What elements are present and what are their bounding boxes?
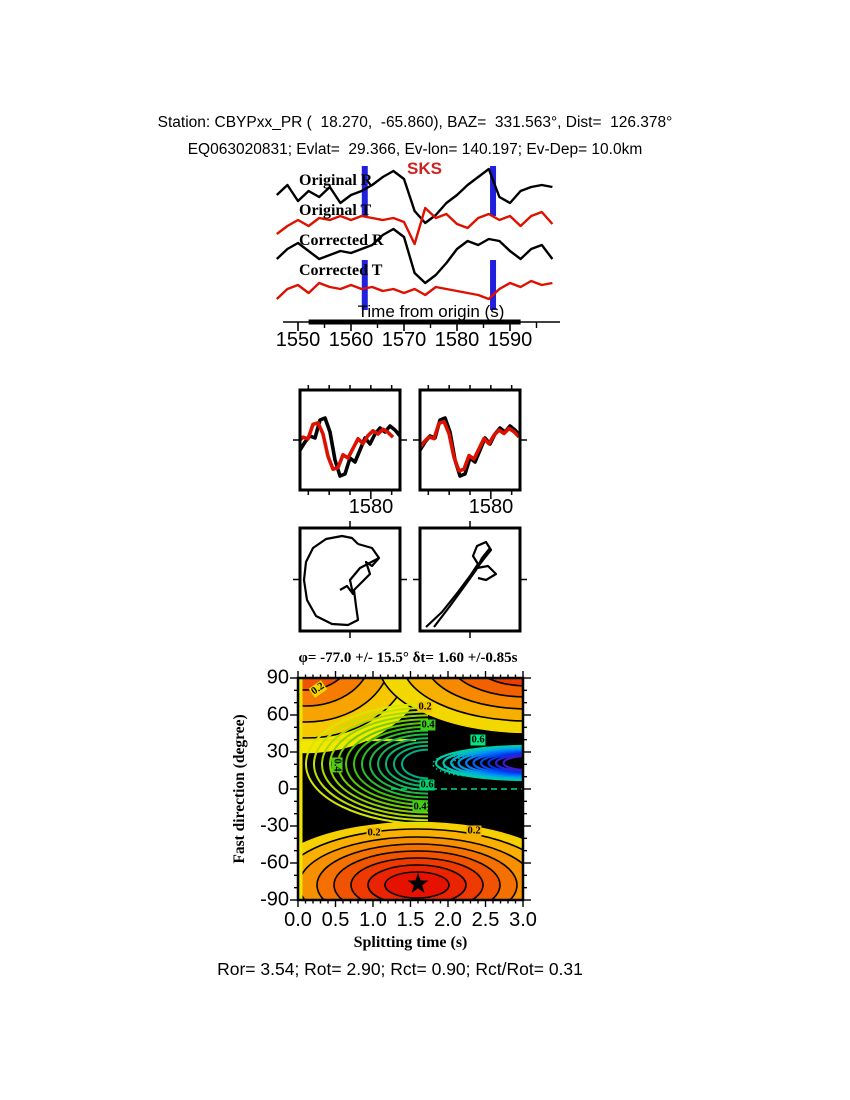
fast-direction-ticklabel: 30 <box>266 740 289 763</box>
window-marker <box>490 166 497 216</box>
contour-level-label: 0.4 <box>412 801 428 813</box>
valley-contour-green <box>329 714 429 814</box>
results-line: Ror= 3.54; Rot= 2.90; Rct= 0.90; Rct/Rot… <box>217 959 583 979</box>
valley-contour-green <box>361 729 429 799</box>
valley-contour-green <box>385 741 429 787</box>
time-ticklabel: 1560 <box>328 329 374 351</box>
valley-contour-blue <box>472 750 523 776</box>
fast-direction-ticklabel: 60 <box>266 703 289 726</box>
best-solution-star <box>407 873 429 893</box>
time-axis-label: Time from origin (s) <box>357 302 505 321</box>
particle-motion-panel-corrected-linear <box>413 521 527 638</box>
event-title: EQ063020831; Evlat= 29.366, Ev-lon= 140.… <box>187 141 643 158</box>
contour-level-label: 0.6 <box>419 779 435 791</box>
trace-corrected-t <box>275 279 553 301</box>
splitting-time-ticklabel: 3.0 <box>509 909 537 931</box>
valley-contour-blue <box>487 752 523 774</box>
valley-contour-green <box>313 706 429 822</box>
fast-direction-axis-label: Fast direction (degree) <box>231 714 248 864</box>
contour-level-label: 0.2 <box>417 701 433 713</box>
time-ticklabel: 1580 <box>434 329 480 351</box>
valley-contour-green <box>345 722 429 806</box>
splitting-time-ticklabel: 1.5 <box>396 909 425 931</box>
contour-level-label: 0.4 <box>420 719 436 731</box>
particle-motion-panel-uncorrected-elliptical <box>293 521 407 638</box>
valley-contour-blue <box>479 751 523 775</box>
phase-label-sks: SKS <box>407 159 442 178</box>
fast-direction-ticklabel: -30 <box>260 814 289 837</box>
valley-contour-blue <box>457 748 523 778</box>
particle-motion-path <box>433 547 491 628</box>
station-title: Station: CBYPxx_PR ( 18.270, -65.860), B… <box>157 114 673 131</box>
valley-contour-blue <box>502 754 523 772</box>
valley-contour-blue <box>442 746 523 780</box>
valley-contour-blue <box>494 753 523 773</box>
window-marker <box>490 260 497 310</box>
trace-label-corrected-r: Corrected R <box>299 232 384 249</box>
slow-trace <box>300 421 395 471</box>
trace-original-t <box>276 206 554 246</box>
fast-direction-ticklabel: -90 <box>260 888 289 911</box>
fastslow-ticklabel-left: 1580 <box>348 496 394 518</box>
particle-motion-path <box>339 557 380 596</box>
trace-corrected-r <box>275 227 554 285</box>
panel-border <box>298 388 402 492</box>
error-surface-plot <box>290 671 531 907</box>
time-ticklabel: 1590 <box>487 329 533 351</box>
fast-trace <box>300 416 400 478</box>
fastslow-ticklabel-right: 1580 <box>468 496 514 518</box>
valley-contour-green <box>401 748 429 780</box>
splitting-time-ticklabel: 0.5 <box>321 909 350 931</box>
valley-contour-green <box>305 703 429 825</box>
fastslow-panel <box>293 385 407 499</box>
splitting-time-ticklabel: 1.0 <box>359 909 387 931</box>
fastslow-panel <box>413 385 527 499</box>
fast-direction-ticklabel: 0 <box>277 777 289 800</box>
trace-label-corrected-t: Corrected T <box>299 262 383 279</box>
contour-level-label: 0.2 <box>466 825 482 837</box>
fast-trace <box>420 416 520 478</box>
valley-contour-green <box>321 710 429 818</box>
valley-contour-green <box>377 737 429 791</box>
fast-direction-ticklabel: 90 <box>266 666 289 689</box>
valley-contour-blue <box>464 749 523 777</box>
splitting-time-ticklabel: 2.0 <box>434 909 462 931</box>
contour-level-label: 0.4 <box>331 757 343 773</box>
trace-label-original-t: Original T <box>299 202 372 219</box>
contour-level-label: 0.6 <box>470 734 486 746</box>
valley-contour-green <box>353 725 429 803</box>
slow-trace <box>420 419 520 473</box>
valley-contour-blue <box>449 747 523 779</box>
trace-original-r <box>275 167 553 225</box>
edge-contour-strip <box>298 678 303 900</box>
contour-level-label: 0.2 <box>366 827 382 839</box>
valley-contour-dotted <box>452 755 474 773</box>
trace-label-original-r: Original R <box>299 172 373 189</box>
fast-direction-ticklabel: -60 <box>260 851 289 874</box>
particle-motion-path <box>425 540 498 628</box>
window-marker <box>361 260 368 310</box>
valley-contour-green <box>369 733 429 795</box>
splitting-time-ticklabel: 0.0 <box>284 909 312 931</box>
error-surface-title: φ= -77.0 +/- 15.5° δt= 1.60 +/-0.85s <box>298 650 518 666</box>
window-marker <box>361 166 368 216</box>
time-ticklabel: 1550 <box>275 329 321 351</box>
valley-contour-blue <box>434 744 523 782</box>
splitting-time-axis-label: Splitting time (s) <box>353 934 468 951</box>
time-ticklabel: 1570 <box>381 329 427 351</box>
valley-contour-green <box>393 744 429 784</box>
contour-ring-top-right <box>486 678 523 687</box>
analysis-segment-bar <box>308 319 521 325</box>
splitting-time-ticklabel: 2.5 <box>471 909 500 931</box>
particle-motion-path <box>302 534 381 627</box>
